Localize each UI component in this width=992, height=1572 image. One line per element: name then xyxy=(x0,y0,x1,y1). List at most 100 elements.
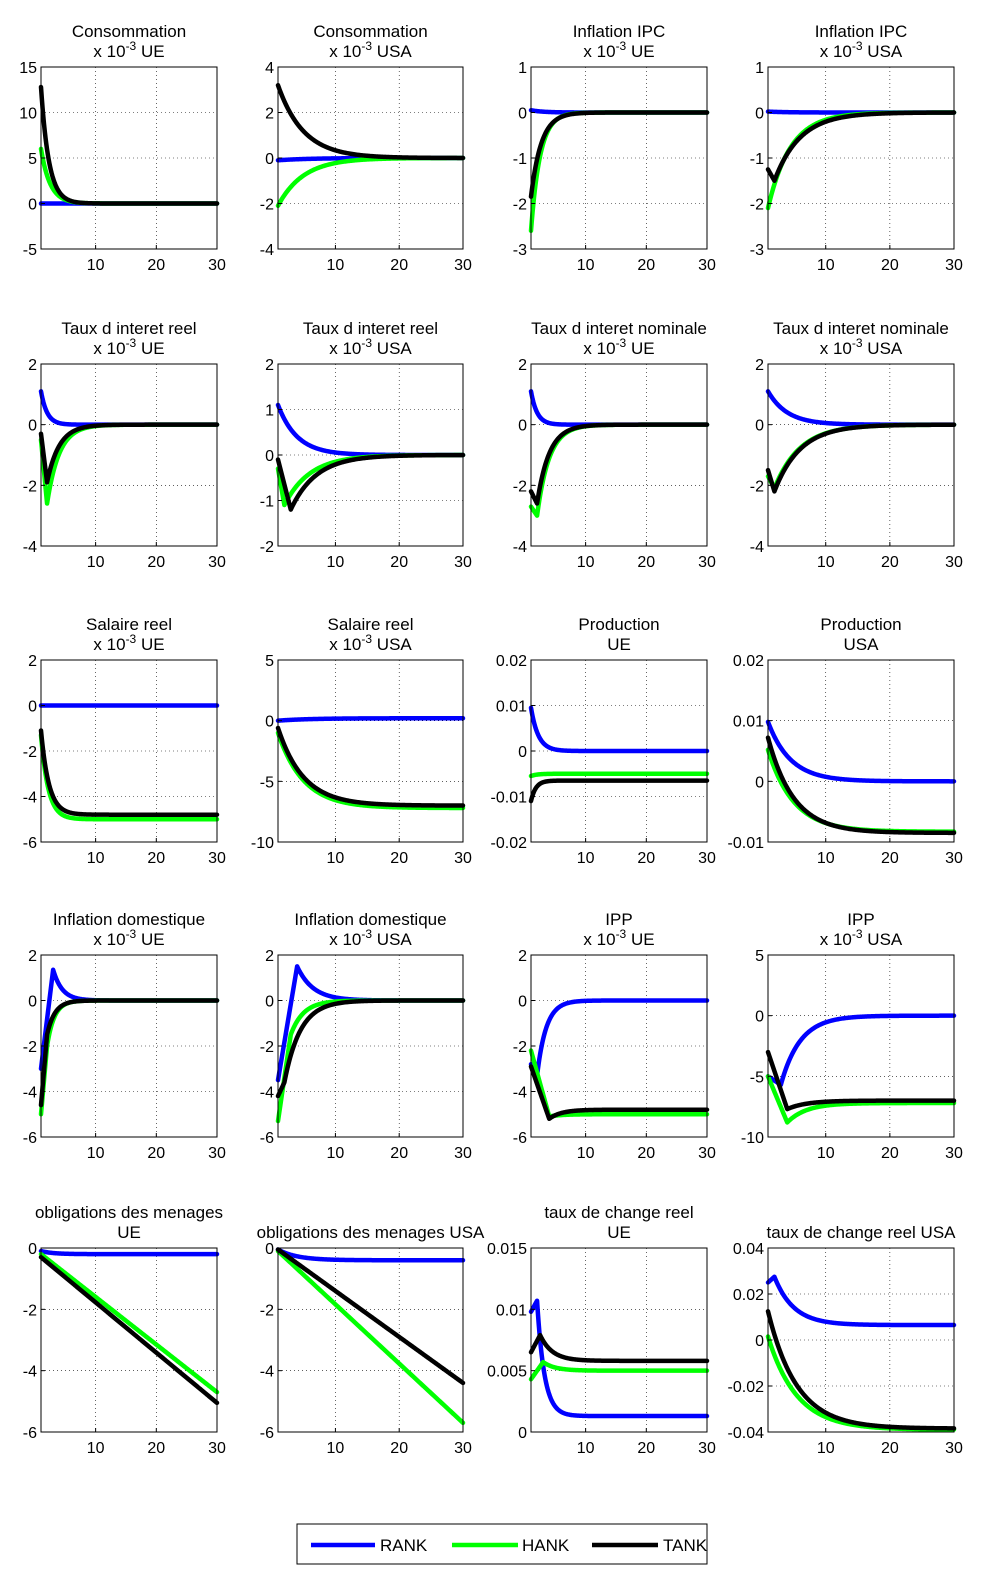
y-tick-label: -4 xyxy=(750,539,764,556)
y-tick-label: 1 xyxy=(755,60,764,77)
chart-title-line: Taux d interet reel xyxy=(61,319,196,338)
series-line-tank xyxy=(275,452,466,512)
chart-title-line: x 10-3 USA xyxy=(820,927,903,949)
x-tick-label: 20 xyxy=(390,1440,408,1457)
series-line-tank xyxy=(275,725,466,808)
y-tick-label: -2 xyxy=(750,478,764,495)
plot-area xyxy=(768,660,954,842)
y-tick-label: 0 xyxy=(28,418,37,435)
y-tick-label: 0 xyxy=(28,699,37,716)
y-tick-label: -4 xyxy=(260,242,274,259)
x-tick-label: 30 xyxy=(454,554,472,571)
x-tick-label: 30 xyxy=(945,554,963,571)
x-tick-label: 20 xyxy=(147,1440,165,1457)
chart-title-line: x 10-3 UE xyxy=(93,927,164,949)
y-tick-label: -1 xyxy=(513,151,527,168)
y-tick-label: -4 xyxy=(260,1364,274,1381)
y-tick-label: -5 xyxy=(750,1069,764,1086)
x-tick-label: 10 xyxy=(327,850,345,867)
x-tick-label: 20 xyxy=(637,1145,655,1162)
y-tick-label: 0 xyxy=(755,1333,764,1350)
y-tick-label: -10 xyxy=(251,835,274,852)
x-tick-label: 10 xyxy=(87,554,105,571)
series-line-tank xyxy=(765,110,957,183)
y-tick-label: -2 xyxy=(23,1039,37,1056)
series-line-tank xyxy=(528,1064,710,1122)
y-tick-label: -0.04 xyxy=(728,1425,765,1442)
y-tick-label: 0.005 xyxy=(487,1364,527,1381)
x-tick-label: 30 xyxy=(698,850,716,867)
x-tick-label: 20 xyxy=(147,257,165,274)
chart-title-line: x 10-3 USA xyxy=(329,632,412,654)
series-line-rank xyxy=(275,1247,466,1263)
y-tick-label: 0.04 xyxy=(733,1241,764,1258)
y-tick-label: 2 xyxy=(518,948,527,965)
x-tick-label: 30 xyxy=(454,1145,472,1162)
x-tick-label: 10 xyxy=(817,1145,835,1162)
x-tick-label: 20 xyxy=(881,1440,899,1457)
y-tick-label: -2 xyxy=(750,197,764,214)
y-tick-label: -0.02 xyxy=(728,1379,765,1396)
x-tick-label: 10 xyxy=(87,850,105,867)
series-line-tank xyxy=(275,1247,466,1386)
x-tick-label: 10 xyxy=(577,1145,595,1162)
chart-title-line: x 10-3 USA xyxy=(820,39,903,61)
series-line-hank xyxy=(38,1251,220,1395)
chart-title-line: Consommation xyxy=(313,22,427,41)
chart-title-line: Inflation domestique xyxy=(53,910,205,929)
chart-19: 10 20 30 0 0.005 0.01 0.015 taux de change reel… xyxy=(487,1203,716,1457)
chart-title-line: Salaire reel xyxy=(86,615,172,634)
x-tick-label: 20 xyxy=(390,1145,408,1162)
chart-title-line: Production xyxy=(820,615,901,634)
chart-title-line: x 10-3 UE xyxy=(93,336,164,358)
x-tick-label: 30 xyxy=(454,257,472,274)
x-tick-label: 30 xyxy=(945,1440,963,1457)
chart-title-line: Taux d interet nominale xyxy=(773,319,949,338)
y-tick-label: 0 xyxy=(755,1009,764,1026)
x-tick-label: 20 xyxy=(637,1440,655,1457)
y-tick-label: -2 xyxy=(260,1039,274,1056)
axes-frame xyxy=(767,954,955,1138)
series-line-tank xyxy=(38,1254,220,1406)
x-tick-label: 10 xyxy=(87,257,105,274)
y-tick-label: -2 xyxy=(513,197,527,214)
series-line-rank xyxy=(765,1274,957,1328)
x-tick-label: 20 xyxy=(390,257,408,274)
y-tick-label: 0.02 xyxy=(733,653,764,670)
legend-label-tank: TANK xyxy=(663,1536,708,1555)
series-line-tank xyxy=(38,728,220,817)
x-tick-label: 20 xyxy=(881,554,899,571)
y-tick-label: -4 xyxy=(23,539,37,556)
axes-frame xyxy=(40,1247,218,1433)
y-tick-label: 0 xyxy=(265,714,274,731)
chart-title-line: USA xyxy=(844,635,880,654)
chart-title-line: Production xyxy=(578,615,659,634)
x-tick-label: 20 xyxy=(390,850,408,867)
series-line-hank xyxy=(275,730,466,811)
chart-title-line: x 10-3 USA xyxy=(329,927,412,949)
y-tick-label: 0.015 xyxy=(487,1241,527,1258)
x-tick-label: 10 xyxy=(577,850,595,867)
y-tick-label: -2 xyxy=(23,1302,37,1319)
x-tick-label: 10 xyxy=(577,554,595,571)
x-tick-label: 30 xyxy=(698,554,716,571)
series-line-tank xyxy=(528,1332,710,1364)
y-tick-label: 2 xyxy=(755,357,764,374)
x-tick-label: 30 xyxy=(454,850,472,867)
chart-title-line: x 10-3 USA xyxy=(329,336,412,358)
x-tick-label: 10 xyxy=(327,257,345,274)
y-tick-label: -1 xyxy=(260,494,274,511)
y-tick-label: -3 xyxy=(750,242,764,259)
y-tick-label: 2 xyxy=(265,357,274,374)
x-tick-label: 30 xyxy=(945,1145,963,1162)
